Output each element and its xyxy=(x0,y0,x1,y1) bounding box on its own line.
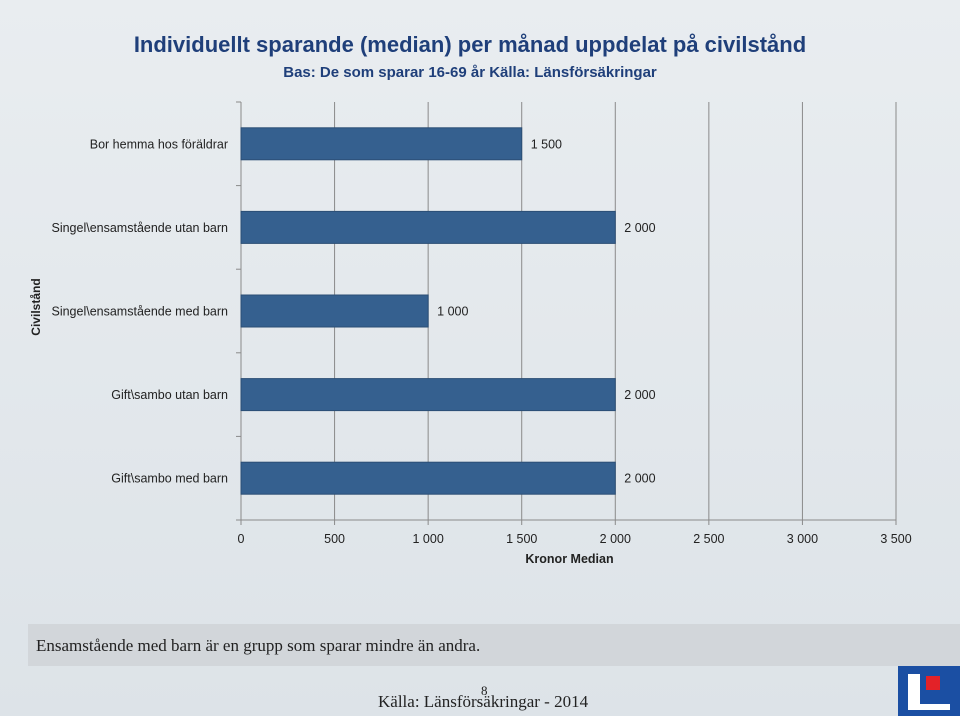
bar-value-label: 2 000 xyxy=(624,472,655,486)
category-label: Singel\ensamstående utan barn xyxy=(51,221,228,235)
bar-value-label: 1 500 xyxy=(531,137,562,151)
company-logo xyxy=(898,666,960,716)
logo-red-square xyxy=(926,676,940,690)
slide-note: Ensamstående med barn är en grupp som sp… xyxy=(36,636,481,655)
category-label: Bor hemma hos föräldrar xyxy=(90,137,228,151)
bar-value-label: 2 000 xyxy=(624,388,655,402)
bar xyxy=(240,461,616,495)
x-tick-label: 3 500 xyxy=(880,532,911,546)
x-tick-label: 0 xyxy=(238,532,245,546)
chart-title: Individuellt sparande (median) per månad… xyxy=(133,32,807,57)
x-tick-label: 500 xyxy=(324,532,345,546)
x-axis-label: Kronor Median xyxy=(525,552,613,566)
logo-white-shape xyxy=(908,674,950,710)
page-number: 8 xyxy=(481,683,488,698)
x-tick-label: 1 000 xyxy=(413,532,444,546)
x-tick-label: 3 000 xyxy=(787,532,818,546)
bar xyxy=(240,378,616,412)
chart-subtitle: Bas: De som sparar 16-69 år Källa: Länsf… xyxy=(283,64,657,81)
bar xyxy=(240,294,429,328)
x-tick-label: 2 500 xyxy=(693,532,724,546)
bar xyxy=(240,210,616,244)
bar-chart: Bor hemma hos föräldrar 1 500 Singel\ensam… xyxy=(51,101,912,566)
x-tick-label: 1 500 xyxy=(506,532,537,546)
category-label: Gift\sambo utan barn xyxy=(111,388,228,402)
bar xyxy=(240,127,523,161)
bar-value-label: 2 000 xyxy=(624,221,655,235)
category-label: Singel\ensamstående med barn xyxy=(51,305,228,319)
slide-source: Källa: Länsförsäkringar - 2014 xyxy=(378,692,589,711)
note-band xyxy=(28,624,960,666)
bar-value-label: 1 000 xyxy=(437,305,468,319)
x-tick-label: 2 000 xyxy=(600,532,631,546)
category-label: Gift\sambo med barn xyxy=(111,472,228,486)
